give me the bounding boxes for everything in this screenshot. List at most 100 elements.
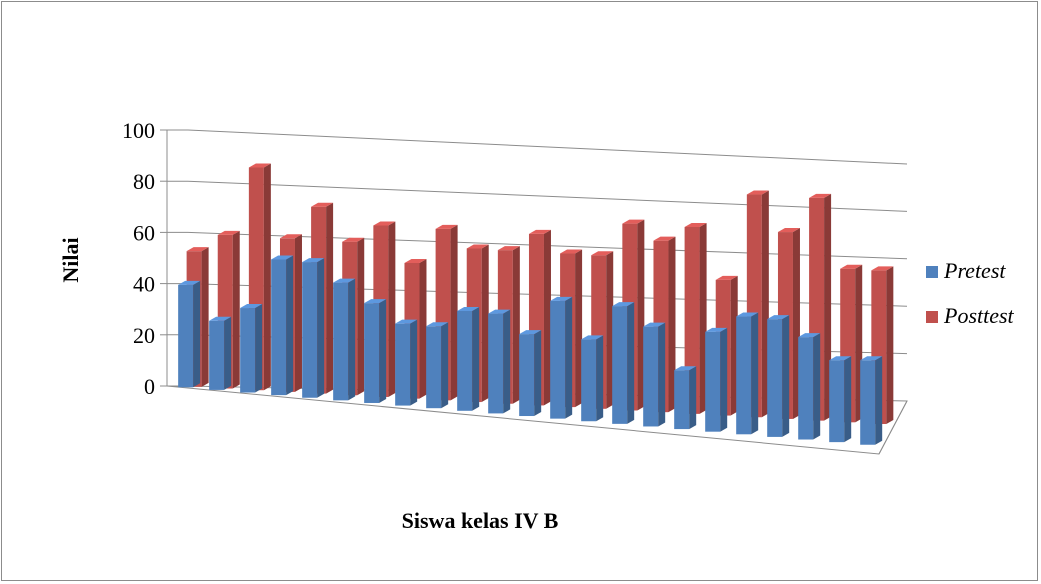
- bar-top: [395, 319, 418, 324]
- bar-side: [512, 246, 520, 404]
- bar-pretest-7: [364, 303, 380, 403]
- bar-pretest-1: [178, 284, 194, 388]
- bar-top: [311, 202, 334, 207]
- bar-top: [528, 229, 551, 234]
- bar-side: [326, 202, 334, 394]
- bar-top: [457, 306, 480, 311]
- bar-side: [419, 258, 427, 399]
- legend-label-posttest: Posttest: [943, 303, 1015, 328]
- bar-pretest-17: [674, 370, 690, 430]
- bar-top: [248, 163, 271, 168]
- bar-top: [705, 327, 728, 332]
- bar-side: [606, 251, 614, 409]
- bar-pretest-15: [612, 306, 628, 424]
- bar-top: [643, 322, 666, 327]
- bar-top: [581, 335, 604, 340]
- y-tick-label: 40: [133, 272, 155, 297]
- bar-top: [674, 366, 697, 371]
- bar-side: [503, 309, 511, 414]
- bar-top: [860, 356, 883, 361]
- bar-side: [730, 275, 738, 416]
- y-tick-label: 80: [133, 169, 155, 194]
- bar-top: [736, 312, 759, 317]
- bar-side: [637, 219, 645, 411]
- legend-swatch-posttest: [926, 311, 938, 323]
- bar-side: [317, 258, 325, 398]
- bar-side: [689, 366, 697, 430]
- bar-pretest-23: [860, 360, 876, 445]
- bar-side: [481, 244, 489, 403]
- bar-top: [684, 222, 707, 227]
- bar-side: [813, 333, 821, 440]
- bar-side: [782, 315, 790, 437]
- y-axis-ticks: 0 20 40 60 80 100: [122, 118, 167, 399]
- bar-side: [761, 190, 769, 418]
- bar-top: [426, 322, 449, 327]
- bar-pretest-6: [333, 282, 349, 401]
- bar-pretest-8: [395, 323, 411, 406]
- bar-top: [333, 278, 356, 283]
- bar-top: [364, 299, 387, 304]
- bar-side: [658, 322, 666, 427]
- bar-side: [575, 249, 583, 408]
- bar-top: [373, 221, 396, 226]
- bar-top: [488, 309, 511, 314]
- bar-top: [591, 251, 614, 256]
- bar-top: [404, 258, 427, 263]
- bar-side: [543, 229, 551, 406]
- bar-side: [388, 221, 396, 397]
- bar-top: [279, 234, 302, 239]
- bar-pretest-9: [426, 326, 442, 409]
- bar-top: [746, 190, 769, 195]
- bar-side: [193, 280, 201, 388]
- bar-top: [240, 304, 263, 309]
- y-tick-label: 20: [133, 323, 155, 348]
- bar-top: [622, 219, 645, 224]
- bar-pretest-16: [643, 326, 659, 427]
- bar-top: [871, 266, 894, 271]
- bar-pretest-21: [798, 337, 814, 440]
- legend-swatch-pretest: [926, 266, 938, 278]
- gridline: [187, 180, 908, 212]
- bar-pretest-4: [271, 259, 287, 396]
- bar-top: [178, 280, 201, 285]
- bar-top: [302, 258, 325, 263]
- bar-top: [209, 316, 232, 321]
- bar-top: [519, 330, 542, 335]
- bar-top: [550, 296, 573, 301]
- bar-side: [255, 304, 263, 393]
- bar-pretest-3: [240, 308, 256, 393]
- x-axis-title: Siswa kelas IV B: [402, 508, 559, 533]
- bar-side: [224, 316, 232, 390]
- bar-top: [829, 356, 852, 361]
- bar-pretest-12: [519, 334, 535, 417]
- bar-side: [294, 234, 302, 392]
- bar-top: [560, 249, 583, 254]
- y-tick-label: 0: [144, 374, 155, 399]
- bar-side: [875, 356, 883, 445]
- bar-side: [232, 230, 240, 389]
- bar-side: [441, 322, 449, 409]
- bar-top: [809, 193, 832, 198]
- bar-pretest-2: [209, 320, 225, 390]
- bar-pretest-19: [736, 316, 752, 435]
- bar-top: [497, 246, 520, 251]
- bar-side: [699, 222, 707, 414]
- bar-side: [201, 247, 209, 387]
- bar-side: [720, 327, 728, 432]
- bar-pretest-14: [581, 339, 597, 422]
- bar-side: [379, 299, 387, 403]
- bar-side: [263, 163, 271, 391]
- bar-pretest-5: [302, 262, 318, 398]
- series-pretest: [178, 255, 883, 445]
- y-tick-label: 60: [133, 220, 155, 245]
- bar-top: [798, 333, 821, 338]
- bar-side: [596, 335, 604, 422]
- bar-pretest-11: [488, 313, 504, 414]
- bar-top: [186, 247, 209, 252]
- y-axis-title: Nilai: [58, 237, 83, 282]
- bar-side: [534, 330, 542, 417]
- bar-top: [612, 302, 635, 307]
